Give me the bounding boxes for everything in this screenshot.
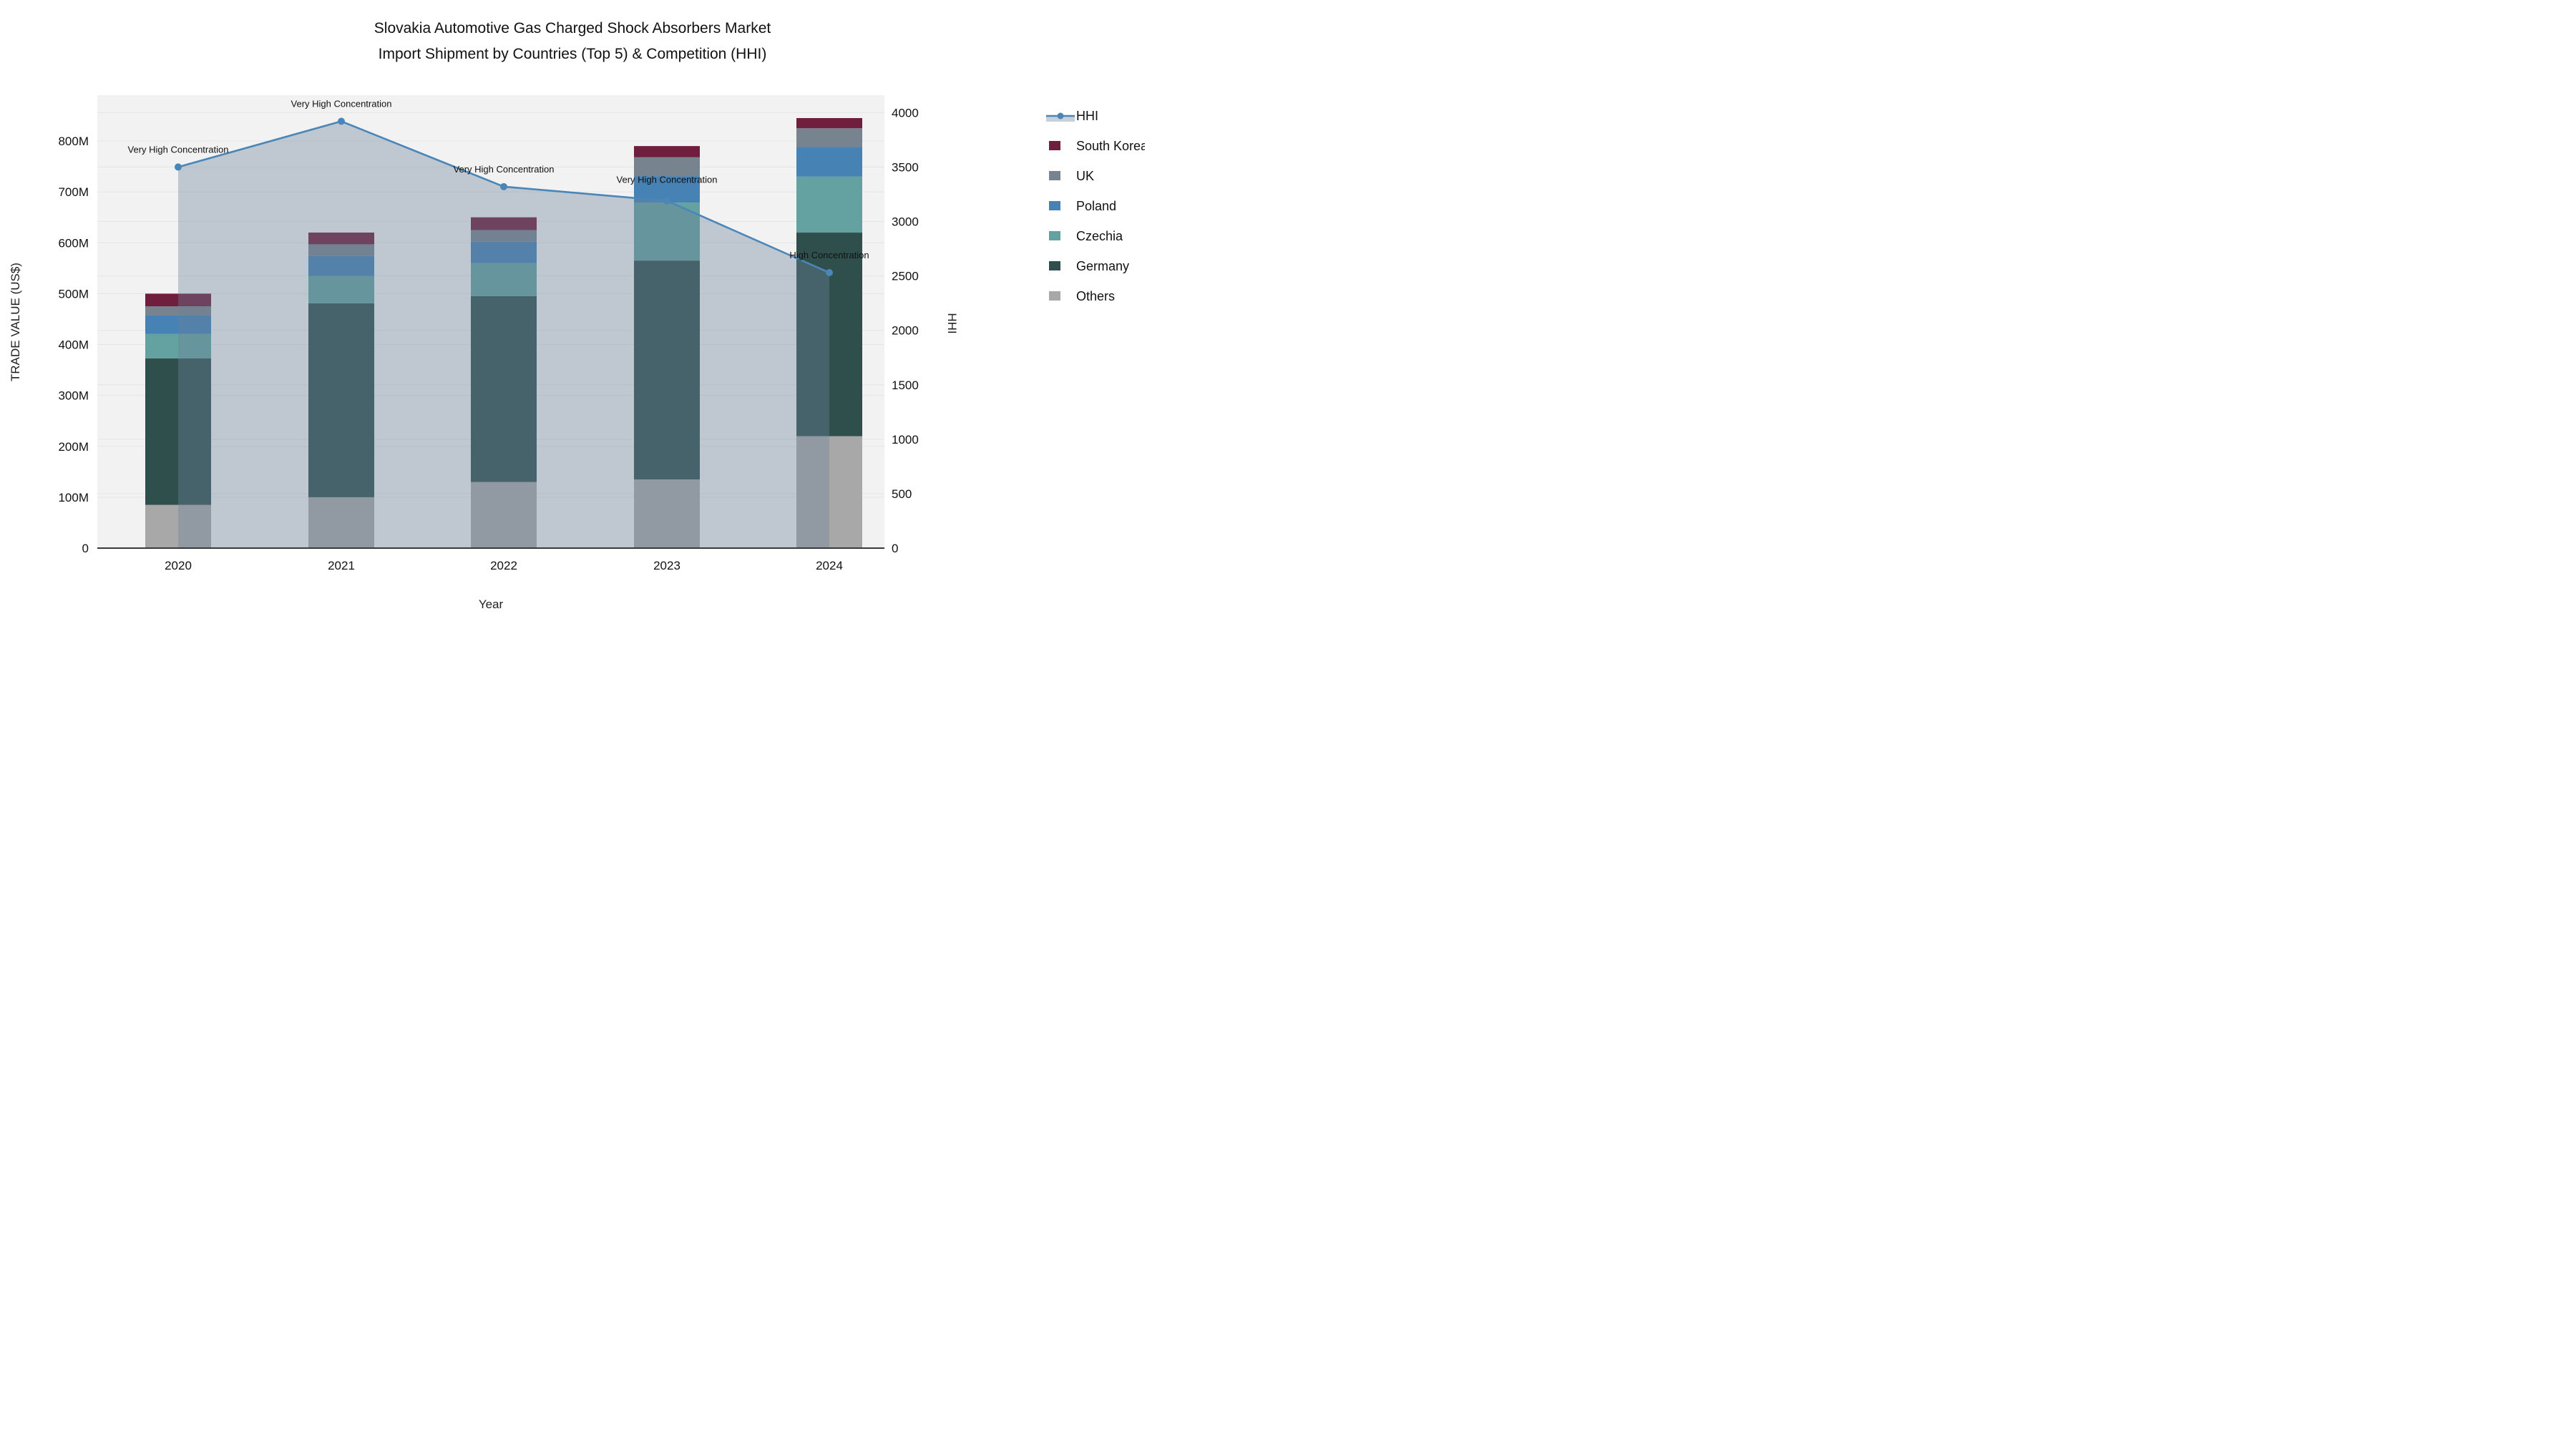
- bar-segment-germany-2020: [145, 358, 211, 505]
- legend-swatch-south-korea: [1049, 141, 1060, 150]
- y-left-tick-label: 700M: [58, 185, 89, 199]
- bar-segment-uk-2023: [634, 157, 700, 177]
- chart-title-line1: Slovakia Automotive Gas Charged Shock Ab…: [374, 20, 771, 36]
- bar-segment-others-2020: [145, 504, 211, 548]
- hhi-marker-2022: [500, 182, 507, 190]
- chart-title: Slovakia Automotive Gas Charged Shock Ab…: [0, 16, 1145, 67]
- y-right-tick-label: 1000: [892, 433, 919, 447]
- bar-segment-south-korea-2022: [471, 217, 537, 230]
- hhi-area-fill: [178, 121, 829, 548]
- bar-segment-germany-2022: [471, 296, 537, 482]
- concentration-annotation: Very High Concentration: [291, 99, 392, 109]
- y-right-tick-label: 1500: [892, 379, 919, 392]
- bar-segment-others-2021: [308, 497, 374, 548]
- bar-segment-czechia-2024: [796, 176, 862, 233]
- bar-segment-germany-2021: [308, 303, 374, 497]
- concentration-annotation: Very High Concentration: [454, 164, 555, 175]
- legend-label-germany: Germany: [1076, 259, 1129, 273]
- y-left-tick-label: 300M: [58, 389, 89, 403]
- bar-segment-czechia-2020: [145, 333, 211, 358]
- bar-segment-uk-2024: [796, 128, 862, 147]
- bar-segment-south-korea-2023: [634, 146, 700, 157]
- y-left-tick-label: 100M: [58, 491, 89, 504]
- y-left-tick-label: 400M: [58, 338, 89, 352]
- bar-segment-south-korea-2021: [308, 233, 374, 245]
- concentration-annotation: Very High Concentration: [128, 144, 229, 155]
- bar-segment-czechia-2023: [634, 203, 700, 261]
- x-tick-label: 2024: [816, 559, 843, 572]
- legend-hhi-marker-swatch: [1057, 112, 1064, 119]
- bar-segment-poland-2024: [796, 147, 862, 177]
- concentration-annotation: High Concentration: [789, 250, 869, 260]
- hhi-marker-2021: [338, 117, 345, 125]
- concentration-annotation: Very High Concentration: [617, 175, 718, 185]
- legend-label-czechia: Czechia: [1076, 229, 1123, 243]
- y-right-tick-label: 3500: [892, 160, 919, 174]
- legend-swatch-uk: [1049, 171, 1060, 180]
- x-tick-label: 2020: [165, 559, 192, 572]
- y-right-tick-label: 2000: [892, 324, 919, 338]
- legend-label-poland: Poland: [1076, 199, 1116, 213]
- chart-canvas: 0 100M 200M 300M 400M 500M 600M 700M 800M 0 500 100…: [58, 95, 1145, 572]
- legend-label-south-korea: South Korea: [1076, 139, 1145, 153]
- chart-title-line2: Import Shipment by Countries (Top 5) & C…: [378, 46, 767, 62]
- bar-segment-uk-2021: [308, 244, 374, 256]
- bar-segment-others-2022: [471, 482, 537, 548]
- y-left-tick-label: 800M: [58, 135, 89, 148]
- bar-segment-south-korea-2024: [796, 118, 862, 129]
- x-tick-label: 2021: [328, 559, 355, 572]
- legend-swatch-czechia: [1049, 231, 1060, 240]
- hhi-marker-2024: [826, 269, 833, 277]
- y-left-tick-label: 600M: [58, 236, 89, 250]
- legend-label-others: Others: [1076, 289, 1115, 303]
- y-right-tick-label: 0: [892, 542, 898, 555]
- legend-label-uk: UK: [1076, 169, 1094, 183]
- legend-label-hhi: HHI: [1076, 109, 1098, 123]
- bar-segment-uk-2022: [471, 230, 537, 242]
- y-left-tick-label: 200M: [58, 440, 89, 454]
- legend-swatch-others: [1049, 291, 1060, 301]
- x-tick-label: 2023: [653, 559, 680, 572]
- bar-segment-others-2023: [634, 479, 700, 548]
- bar-segment-poland-2022: [471, 241, 537, 263]
- y-right-tick-label: 500: [892, 487, 912, 501]
- bar-segment-czechia-2021: [308, 275, 374, 303]
- y-left-tick-label: 500M: [58, 287, 89, 301]
- y-right-tick-label: 3000: [892, 215, 919, 229]
- bar-segment-south-korea-2020: [145, 293, 211, 307]
- bar-segment-uk-2020: [145, 306, 211, 316]
- chart-figure: Slovakia Automotive Gas Charged Shock Ab…: [0, 0, 1145, 644]
- bar-segment-poland-2020: [145, 315, 211, 334]
- y-right-tick-label: 2500: [892, 270, 919, 283]
- x-axis-title: Year: [478, 597, 504, 611]
- legend-swatch-poland: [1049, 201, 1060, 210]
- bar-segment-czechia-2022: [471, 263, 537, 296]
- legend-swatch-germany: [1049, 261, 1060, 270]
- y-left-tick-label: 0: [82, 542, 89, 555]
- y-right-tick-label: 4000: [892, 106, 919, 119]
- hhi-marker-2020: [175, 163, 182, 171]
- bar-segment-germany-2024: [796, 233, 862, 436]
- x-tick-label: 2022: [490, 559, 517, 572]
- bar-segment-poland-2021: [308, 255, 374, 276]
- hhi-marker-2023: [663, 197, 670, 205]
- bar-segment-others-2024: [796, 436, 862, 548]
- bar-segment-germany-2023: [634, 260, 700, 479]
